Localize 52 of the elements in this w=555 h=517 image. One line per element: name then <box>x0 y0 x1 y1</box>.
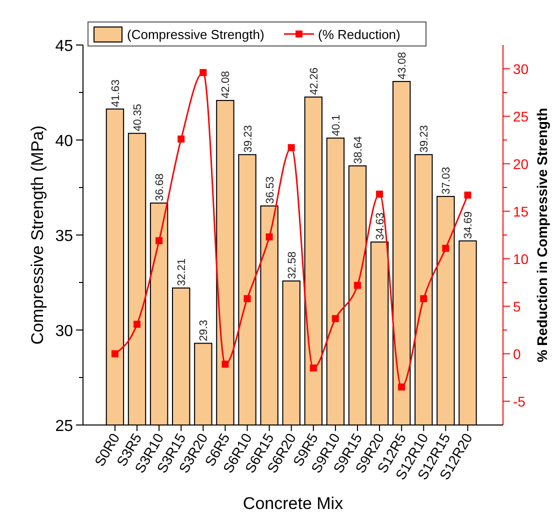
point <box>244 295 251 302</box>
data-label: 41.63 <box>110 80 122 108</box>
data-label: 32.21 <box>176 258 188 286</box>
point <box>310 364 317 372</box>
data-label: 29.3 <box>198 320 210 342</box>
point <box>156 237 163 244</box>
point <box>398 384 406 390</box>
data-label: 40.35 <box>132 104 144 132</box>
point <box>266 233 273 240</box>
y2-tick-label: 25 <box>513 108 529 124</box>
point <box>442 244 450 252</box>
data-label: 37.03 <box>440 166 453 194</box>
y-tick-label: 35 <box>55 228 74 245</box>
legend-label: (% Reduction) <box>318 27 400 42</box>
legend-label: (Compressive Strength) <box>127 27 264 42</box>
data-label: 39.23 <box>418 125 431 153</box>
y-axis-title: Compressive Strength (MPa) <box>28 125 47 345</box>
point <box>222 360 229 368</box>
point <box>134 320 141 328</box>
y2-tick-label: 15 <box>513 203 529 220</box>
y-tick-label: 45 <box>55 38 74 55</box>
point <box>332 315 339 322</box>
x-axis-title: Concrete Mix <box>242 494 344 513</box>
y2-tick-label: -5 <box>513 393 526 410</box>
point <box>288 144 295 152</box>
y2-tick-label: 10 <box>513 250 529 267</box>
y-tick-label: 40 <box>55 133 74 150</box>
data-label: 34.69 <box>462 211 475 239</box>
data-label: 34.63 <box>374 212 387 240</box>
data-label: 39.23 <box>242 125 254 153</box>
point <box>420 295 428 302</box>
point <box>464 192 472 199</box>
point <box>111 350 118 358</box>
data-label: 32.58 <box>286 251 298 279</box>
point <box>200 69 207 76</box>
point <box>178 136 185 143</box>
y2-tick-label: 20 <box>513 156 529 172</box>
data-label: 40.1 <box>330 114 342 136</box>
data-label: 42.26 <box>308 68 320 96</box>
point <box>354 282 361 289</box>
y-tick-label: 25 <box>55 418 74 435</box>
point <box>376 190 384 198</box>
y2-axis-title: % Reduction in Compressive Strength <box>534 108 550 362</box>
data-label: 38.64 <box>352 136 364 164</box>
y2-tick-label: 30 <box>513 60 529 77</box>
y-tick-label: 30 <box>55 323 74 340</box>
data-label: 36.53 <box>264 176 276 204</box>
data-label: 43.08 <box>396 52 409 80</box>
data-label: 36.68 <box>154 174 166 202</box>
data-label: 42.08 <box>220 70 232 98</box>
y2-tick-label: 5 <box>513 298 521 314</box>
y2-tick-label: 0 <box>513 346 521 362</box>
